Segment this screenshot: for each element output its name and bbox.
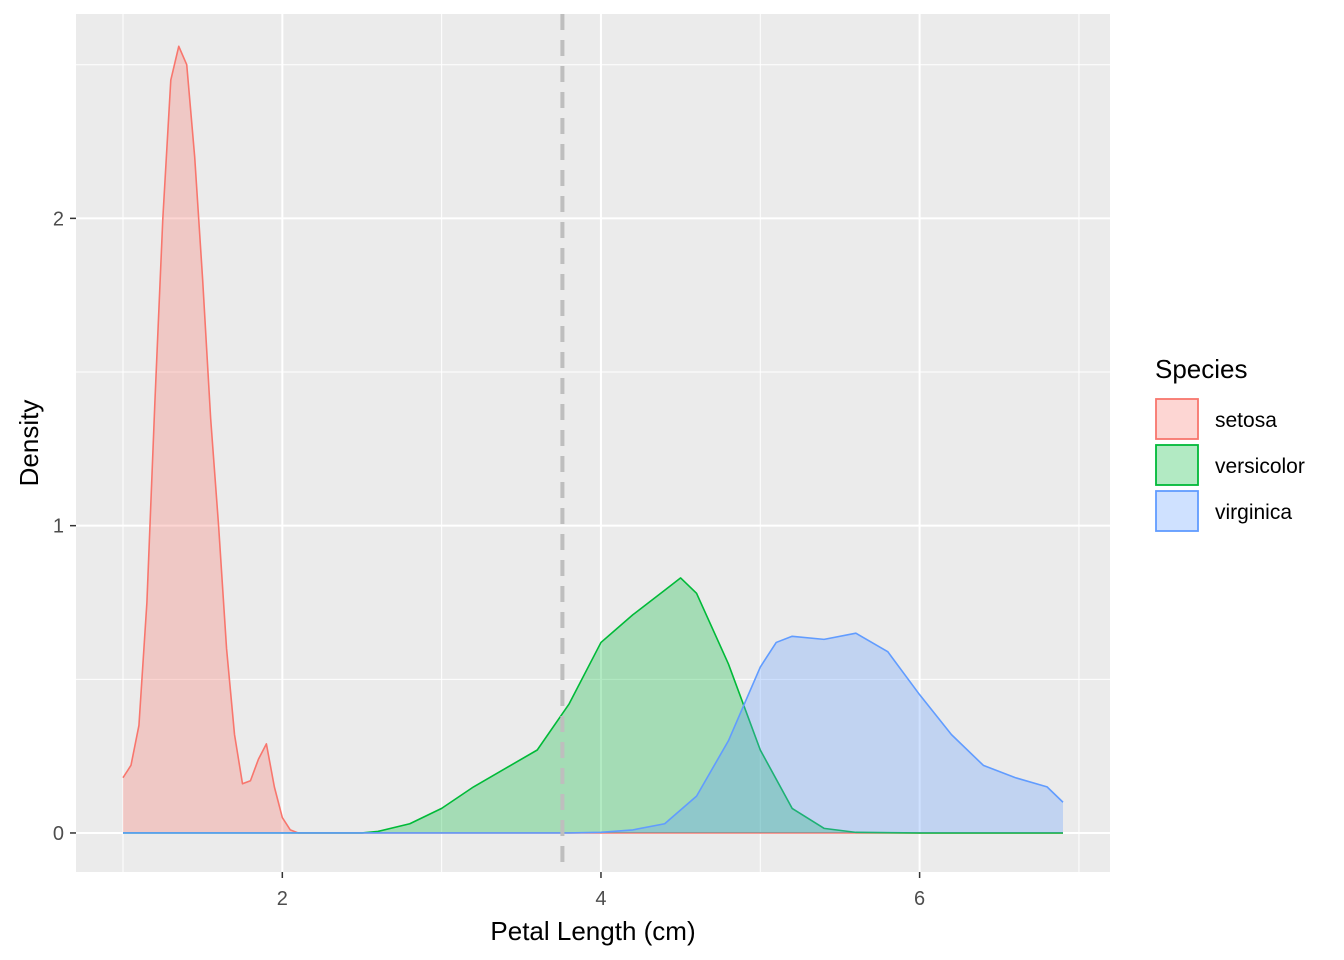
density-area-setosa	[123, 46, 1063, 833]
density-line-versicolor	[123, 577, 1063, 834]
legend-items: setosa versicolor virginica	[1155, 398, 1305, 532]
density-line-virginica	[123, 632, 1064, 834]
x-axis-title: Petal Length (cm)	[490, 916, 695, 946]
density-area-virginica	[123, 633, 1063, 833]
plot-panel	[76, 14, 1110, 872]
density-areas	[122, 45, 1064, 834]
legend-key-versicolor	[1155, 444, 1199, 486]
x-axis: 2 4 6	[277, 872, 925, 910]
x-tick-label: 2	[277, 888, 288, 910]
legend-key-bg	[1155, 444, 1199, 486]
legend-label-virginica: virginica	[1215, 501, 1292, 524]
legend-title: Species	[1155, 354, 1248, 384]
y-axis-title: Density	[14, 400, 44, 487]
x-tick-label: 4	[595, 888, 606, 910]
legend-key-setosa	[1155, 398, 1199, 440]
legend-key-bg	[1155, 490, 1199, 532]
grid-minor	[76, 14, 1110, 872]
y-tick-label: 1	[53, 516, 64, 538]
density-area-versicolor	[123, 577, 1063, 833]
legend-key-virginica	[1155, 490, 1199, 532]
y-axis: 0 1 2	[53, 208, 76, 845]
legend-label-setosa: setosa	[1215, 409, 1277, 432]
x-tick-label: 6	[914, 888, 925, 910]
legend: Species setosa versicolor virginica	[1155, 354, 1305, 532]
y-tick-label: 0	[53, 823, 64, 845]
y-tick-label: 2	[53, 208, 64, 230]
legend-label-versicolor: versicolor	[1215, 455, 1305, 478]
legend-key-bg	[1155, 398, 1199, 440]
